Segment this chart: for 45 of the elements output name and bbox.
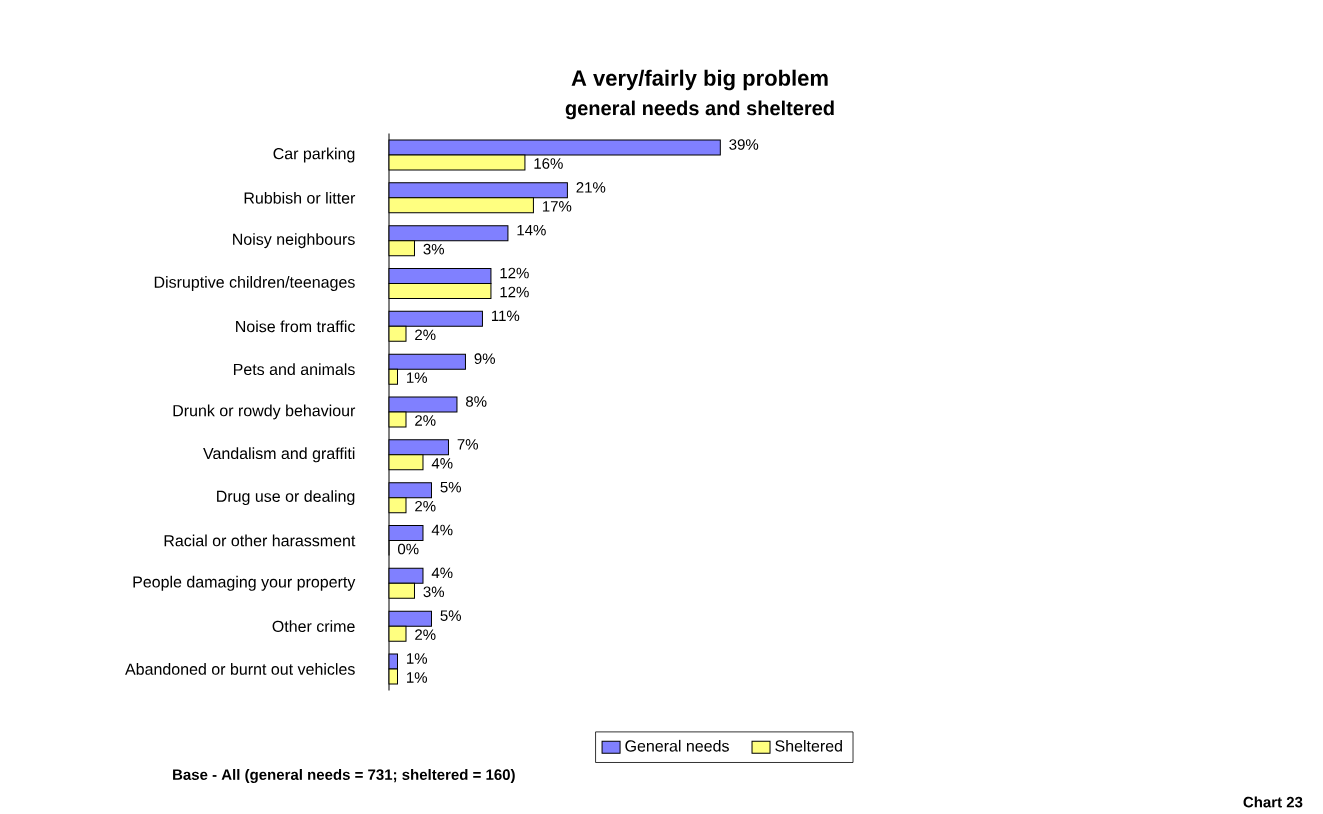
data-label: 12% <box>500 286 529 298</box>
data-label: 4% <box>431 524 453 536</box>
y-tick-label: Abandoned or burnt out vehicles <box>125 663 355 675</box>
data-label: 2% <box>415 629 436 640</box>
data-label: 1% <box>407 672 428 683</box>
y-tick-label: People damaging your property <box>133 575 356 591</box>
y-tick-label: Racial or other harassment <box>164 534 356 547</box>
y-tick-label: Vandalism and graffiti <box>203 447 355 463</box>
data-label: 39% <box>729 139 759 150</box>
data-label: 21% <box>576 181 606 193</box>
data-label: 17% <box>542 201 572 212</box>
y-tick-label: Noisy neighbours <box>233 233 355 249</box>
y-tick-label: Pets and animals <box>233 363 355 375</box>
caption: Chart 23 <box>1243 796 1303 808</box>
y-tick-label: Other crime <box>272 620 355 632</box>
data-label: 3% <box>423 586 445 598</box>
data-label: 2% <box>415 500 436 512</box>
y-tick-label: Noise from traffic <box>236 320 355 333</box>
data-label: 4% <box>431 567 453 578</box>
data-label: 11% <box>491 310 520 322</box>
data-label: 4% <box>431 458 453 469</box>
data-label: 1% <box>407 653 428 664</box>
data-label: 0% <box>398 543 419 555</box>
data-label: 14% <box>517 224 546 236</box>
data-label: 2% <box>415 415 436 426</box>
y-tick-label: Drug use or dealing <box>217 490 355 506</box>
y-tick-label: Rubbish or litter <box>244 191 356 204</box>
y-tick-label: Drunk or rowdy behaviour <box>173 404 356 420</box>
chart-subtitle: general needs and sheltered <box>565 100 834 120</box>
y-tick-label: Disruptive children/teenages <box>154 275 355 291</box>
y-tick-label: Car parking <box>273 147 355 163</box>
legend-label: General needs <box>625 739 729 752</box>
data-label: 12% <box>500 267 529 279</box>
data-label: 5% <box>440 610 462 621</box>
data-label: 5% <box>440 481 462 493</box>
data-label: 3% <box>423 243 445 255</box>
data-label: 7% <box>457 439 479 450</box>
data-label: 2% <box>415 329 436 341</box>
text: Base - All (general needs = 731; sheltered = 160) <box>173 768 515 783</box>
chart-title: A very/fairly big problem <box>571 69 828 91</box>
data-label: 9% <box>474 353 495 364</box>
data-label: 8% <box>466 396 487 407</box>
legend-label: Sheltered <box>775 739 842 752</box>
data-label: 1% <box>407 372 428 383</box>
data-label: 16% <box>534 158 563 169</box>
